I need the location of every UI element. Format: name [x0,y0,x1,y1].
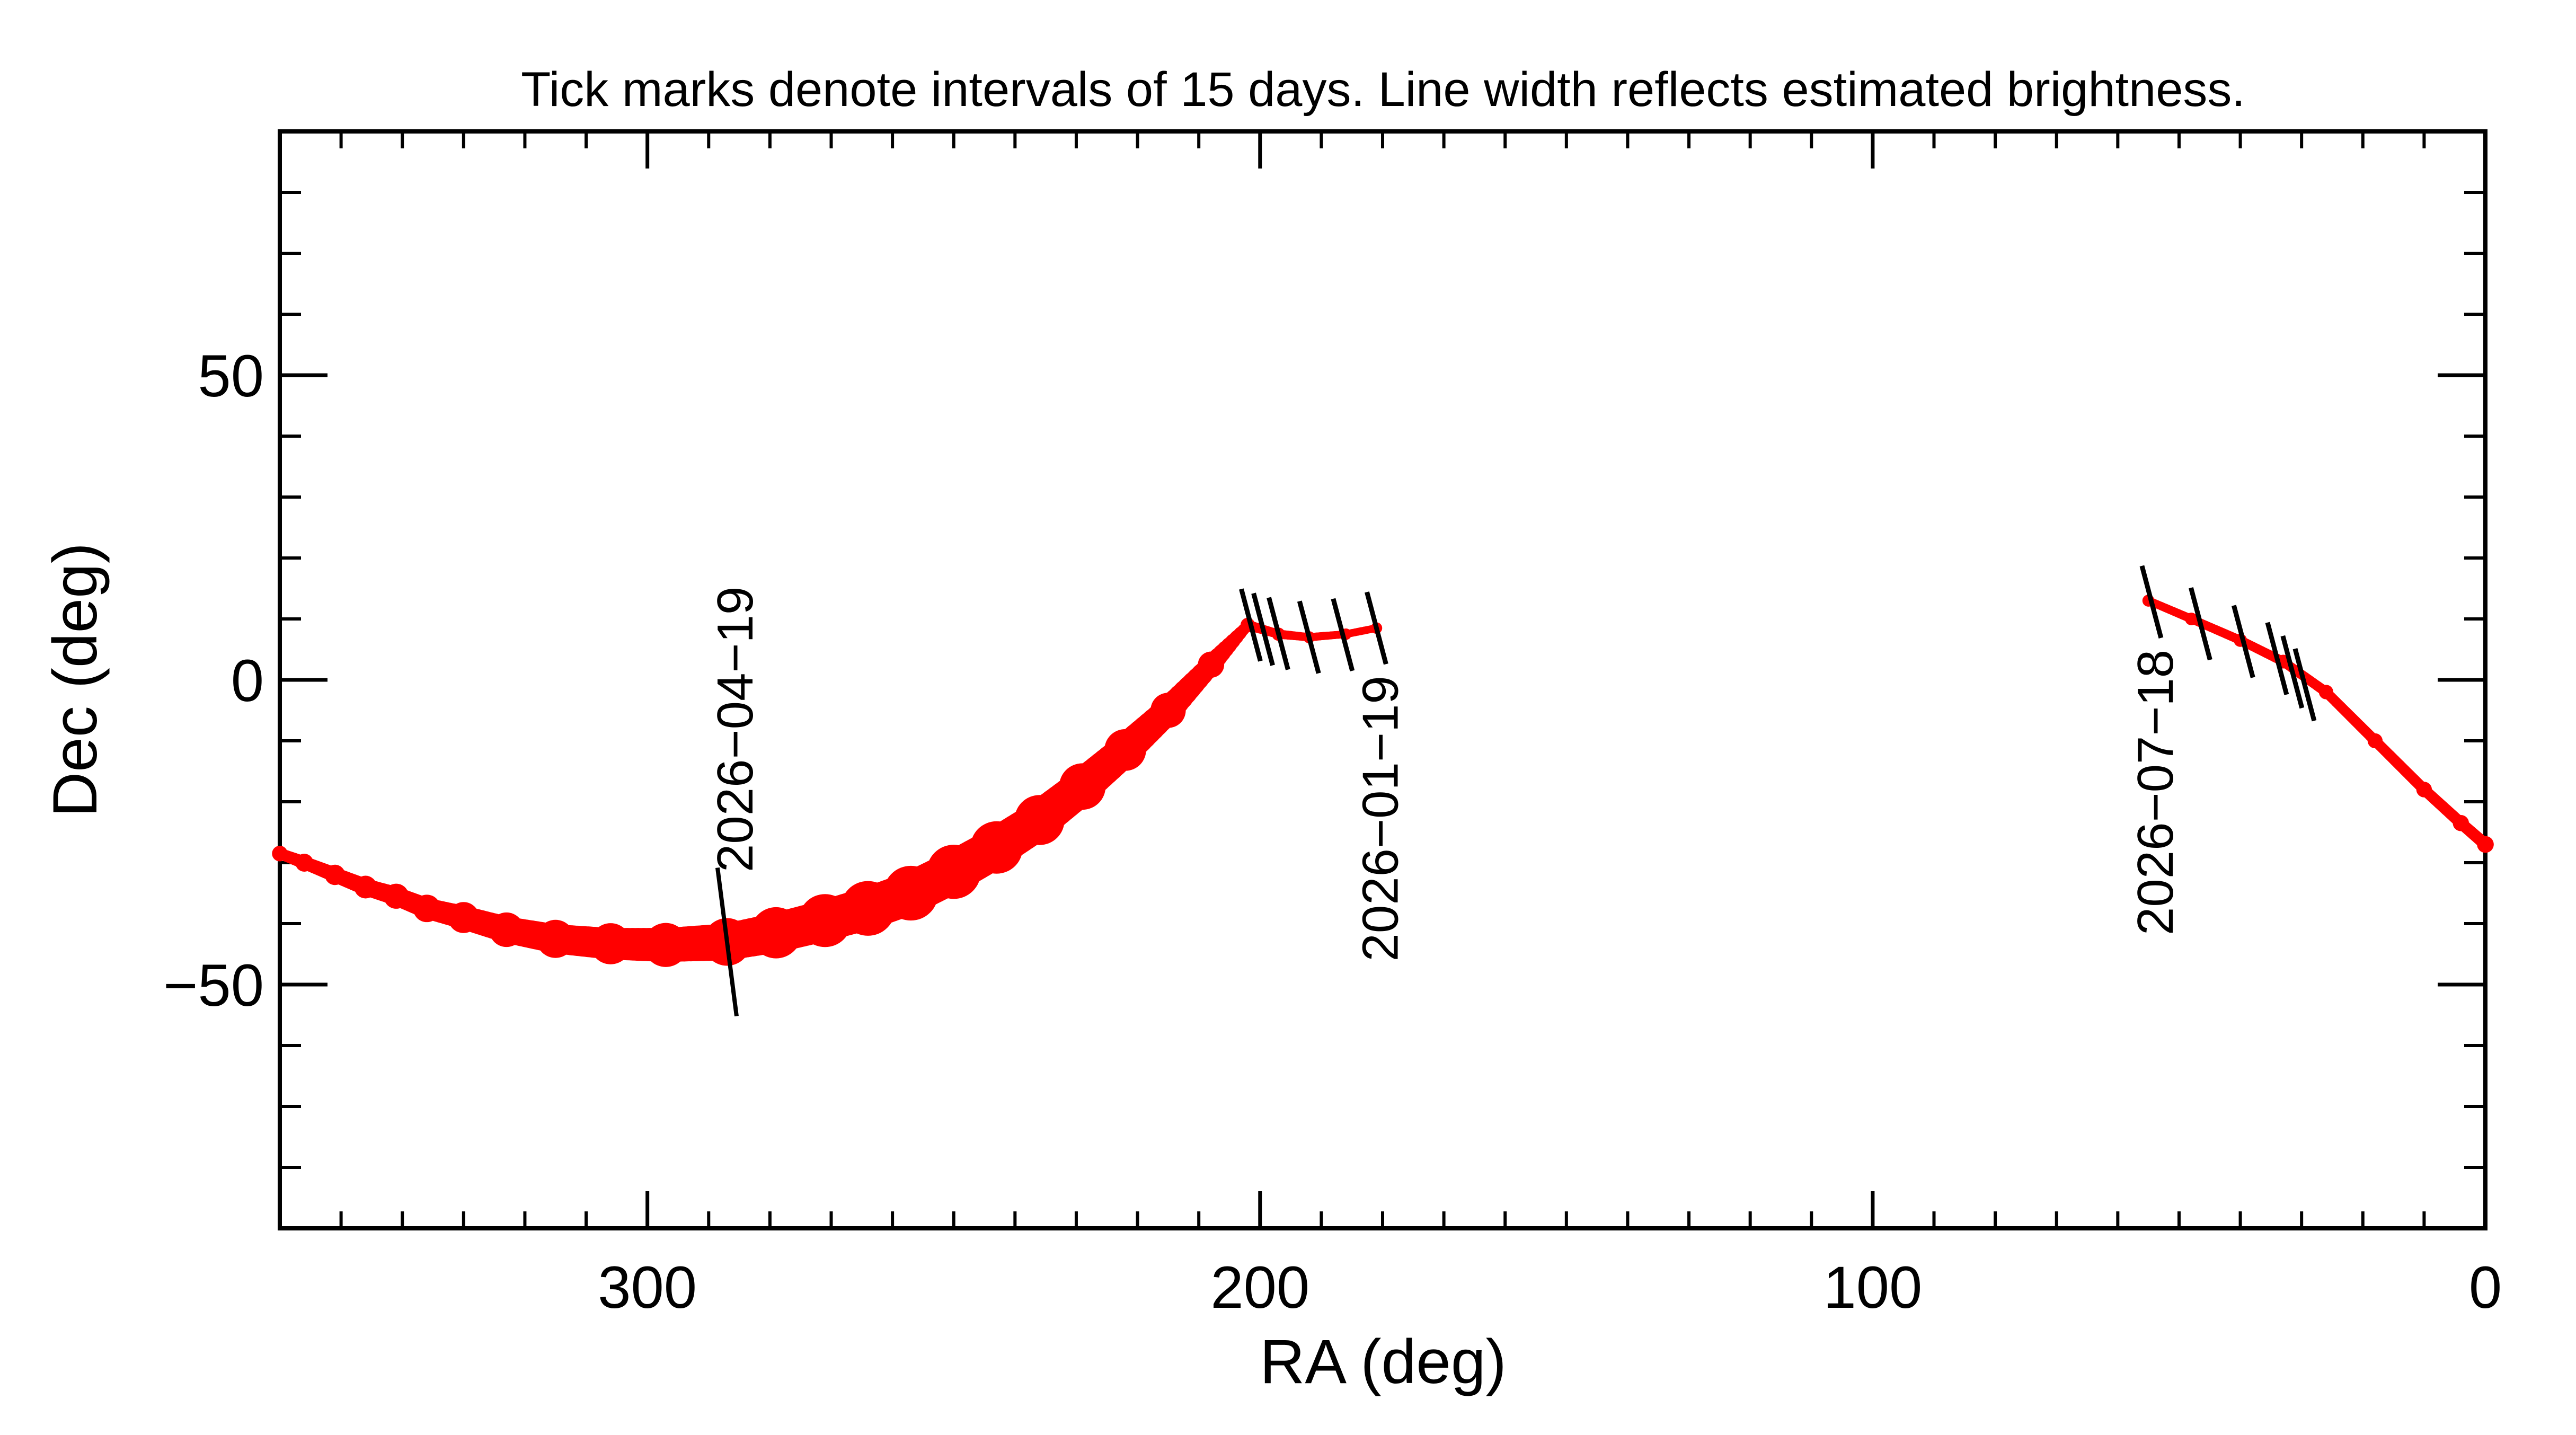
x-tick-label: 200 [1210,1254,1309,1321]
axes: 300 200 100 0 50 0 −50 [163,129,2502,1321]
track-point [2453,814,2469,831]
track-point [383,883,409,909]
track-point [798,894,852,947]
interval-tick [2139,565,2164,639]
x-tick-label: 0 [2469,1254,2502,1321]
interval-tick [2280,635,2305,709]
track-point [1104,729,1146,771]
interval-tick [1239,588,1263,662]
track-point [2185,613,2198,625]
track-point [1014,795,1065,845]
track-point [750,907,802,959]
track-point [926,845,981,899]
track-point [590,923,632,964]
y-tick-label: 0 [231,648,264,714]
interval-tick [1251,592,1275,666]
y-tick-label: −50 [163,952,264,1018]
comet-track [272,595,2494,967]
track-point [970,821,1023,874]
track-point [354,875,377,899]
track-point [2367,733,2383,749]
track-point [1059,763,1106,810]
track-point [536,919,575,958]
track-point [2318,685,2334,699]
track-point [489,912,524,947]
track-point [272,846,288,862]
chart-title: Tick marks denote intervals of 15 days. … [521,63,2245,117]
track-point [295,854,314,872]
track-point [1150,693,1186,728]
track-point [1198,651,1225,678]
interval-tick-marks [1239,565,2317,722]
track-point [413,894,441,923]
date-marker [715,867,739,1017]
track-point [883,865,939,921]
interval-tick [1267,597,1290,670]
interval-tick [2292,648,2317,722]
interval-tick [1365,591,1388,665]
interval-tick [2189,587,2212,661]
date-annotations: 2026−04−19 2026−01−19 2026−07−18 [707,587,2184,1017]
track-point [324,864,346,885]
track-point [448,902,480,933]
x-tick-label: 100 [1823,1254,1922,1321]
track-point [840,881,896,936]
interval-tick [1297,600,1321,674]
track-point [2477,836,2494,853]
date-label: 2026−04−19 [707,587,764,872]
date-label: 2026−01−19 [1352,676,1409,961]
y-axis-label: Dec (deg) [40,543,110,817]
y-tick-label: 50 [198,343,264,409]
x-tick-label: 300 [598,1254,697,1321]
date-label: 2026−07−18 [2127,650,2184,935]
x-axis-label: RA (deg) [1260,1327,1507,1397]
track-point [2416,782,2432,798]
track-point [643,923,688,967]
interval-tick [1331,598,1355,672]
interval-tick [2231,605,2255,678]
interval-tick [2265,622,2289,695]
